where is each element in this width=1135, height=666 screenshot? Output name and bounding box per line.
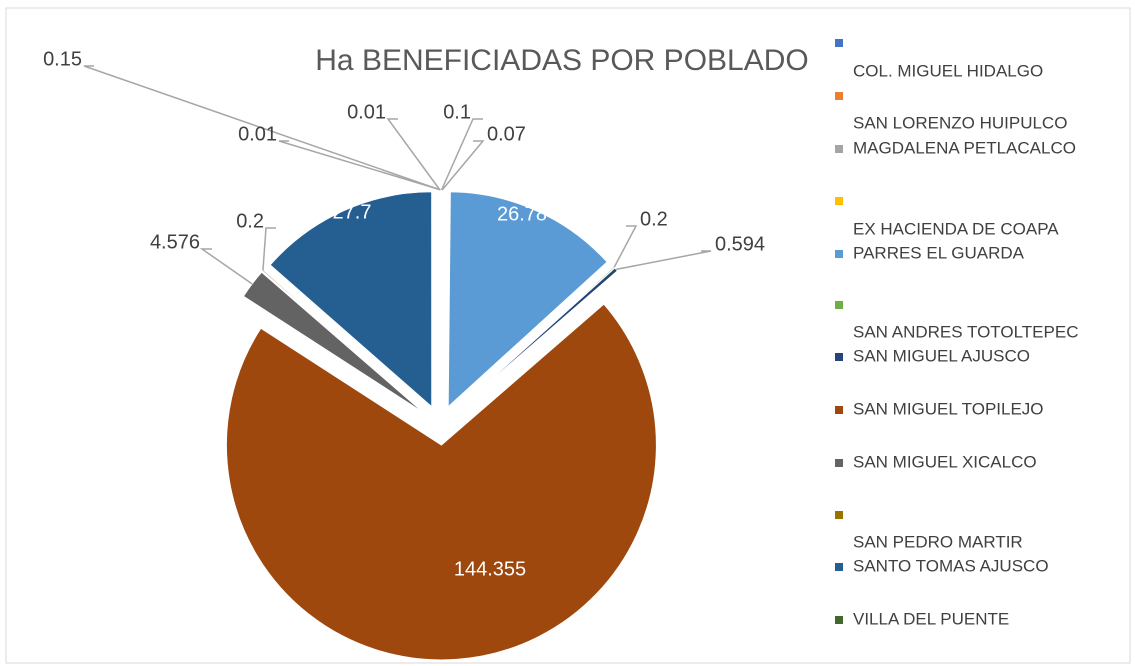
data-label: 0.07 <box>487 123 526 145</box>
leader-line <box>199 248 253 285</box>
legend-marker <box>835 563 843 571</box>
legend-marker <box>835 92 843 100</box>
data-label: 27.7 <box>333 201 372 223</box>
legend-label: COL. MIGUEL HIDALGO <box>853 61 1043 80</box>
leader-line <box>83 65 441 191</box>
legend-marker <box>835 301 843 309</box>
legend-label: SAN PEDRO MARTIR <box>853 532 1023 551</box>
legend-label: PARRES EL GUARDA <box>853 243 1025 262</box>
data-label: 4.576 <box>150 231 200 253</box>
leader-line <box>440 118 483 191</box>
pie-slice <box>269 191 433 408</box>
pie-slice <box>242 271 425 414</box>
legend-marker <box>835 511 843 519</box>
leader-line <box>441 140 485 191</box>
leader-line <box>615 250 712 271</box>
data-label: 0.2 <box>236 210 264 232</box>
legend-marker <box>835 250 843 258</box>
legend-marker <box>835 353 843 361</box>
data-label: 0.2 <box>640 208 668 230</box>
leader-line <box>386 118 441 191</box>
legend-marker <box>835 197 843 205</box>
legend-label: SAN MIGUEL TOPILEJO <box>853 399 1044 418</box>
data-label: 0.15 <box>43 48 82 70</box>
pie-slice <box>225 303 657 661</box>
data-label: 0.594 <box>715 233 765 255</box>
data-label: 0.1 <box>443 101 471 123</box>
legend-marker <box>835 145 843 153</box>
pie-slice <box>447 191 608 408</box>
leader-line <box>262 227 276 271</box>
leader-line <box>278 140 442 191</box>
legend-label: SAN MIGUEL AJUSCO <box>853 346 1030 365</box>
data-label: 144.355 <box>454 558 526 580</box>
legend-marker <box>835 616 843 624</box>
legend-label: SAN ANDRES TOTOLTEPEC <box>853 322 1078 341</box>
legend-label: SAN LORENZO HUIPULCO <box>853 113 1067 132</box>
legend-label: SAN MIGUEL XICALCO <box>853 452 1037 471</box>
legend-label: SANTO TOMAS AJUSCO <box>853 556 1049 575</box>
data-label: 0.01 <box>347 101 386 123</box>
data-label: 0.01 <box>238 123 277 145</box>
legend-label: VILLA DEL PUENTE <box>853 609 1009 628</box>
legend-marker <box>835 459 843 467</box>
data-label: 26.78 <box>497 203 547 225</box>
legend-marker <box>835 39 843 47</box>
legend-label: MAGDALENA PETLACALCO <box>853 138 1076 157</box>
legend-marker <box>835 406 843 414</box>
leader-line <box>613 225 638 268</box>
legend-label: EX HACIENDA DE COAPA <box>853 219 1059 238</box>
chart-title: Ha BENEFICIADAS POR POBLADO <box>315 44 808 77</box>
